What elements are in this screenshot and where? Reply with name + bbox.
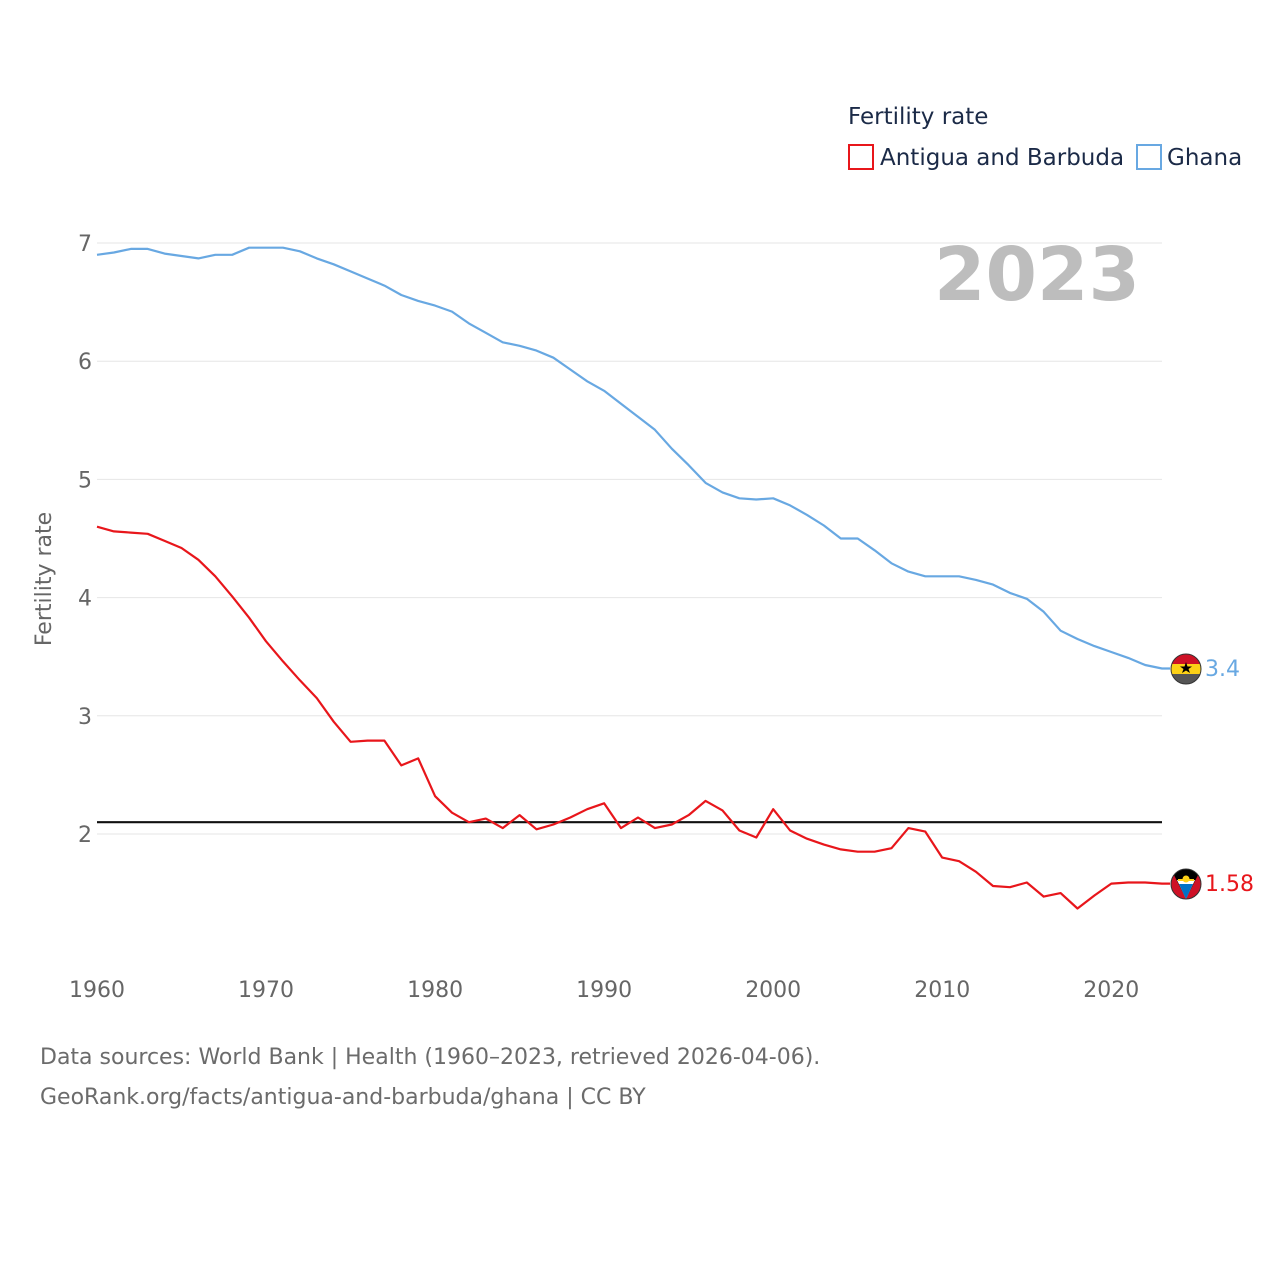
- ghana-flag-icon: [1171, 654, 1201, 684]
- x-tick-label: 1960: [69, 978, 125, 1003]
- legend-item-antigua-and-barbuda[interactable]: Antigua and Barbuda: [848, 144, 1124, 171]
- y-tick-label: 3: [78, 705, 92, 730]
- source-line-2[interactable]: GeoRank.org/facts/antigua-and-barbuda/gh…: [40, 1085, 646, 1110]
- antigua-and-barbuda-flag-icon: [1171, 869, 1201, 899]
- legend-label-antigua-and-barbuda: Antigua and Barbuda: [880, 145, 1124, 171]
- legend-title: Fertility rate: [848, 104, 988, 130]
- end-value-antigua-and-barbuda: 1.58: [1205, 872, 1254, 897]
- series-line-ghana[interactable]: [96, 246, 1170, 670]
- legend-item-ghana[interactable]: Ghana: [1136, 144, 1242, 171]
- x-tick-label: 1990: [576, 978, 632, 1003]
- y-tick-label: 6: [78, 350, 92, 375]
- x-tick-label: 2010: [914, 978, 970, 1003]
- x-tick-label: 2020: [1083, 978, 1139, 1003]
- legend-swatch-ghana: [1136, 144, 1162, 170]
- x-tick-label: 2000: [745, 978, 801, 1003]
- y-tick-label: 7: [78, 232, 92, 257]
- series-line-antigua-and-barbuda[interactable]: [96, 525, 1170, 910]
- year-watermark: 2023: [934, 232, 1140, 318]
- ghana-flag-border: [1170, 653, 1202, 685]
- x-tick-label: 1970: [238, 978, 294, 1003]
- grid: [97, 242, 1162, 835]
- y-axis-ticks: 2 3 4 5 6 7: [78, 232, 92, 848]
- x-tick-label: 1980: [407, 978, 463, 1003]
- y-tick-label: 5: [78, 468, 92, 493]
- end-value-ghana: 3.4: [1205, 657, 1240, 682]
- antigua-and-barbuda-flag-border: [1170, 868, 1202, 900]
- legend-swatch-antigua-and-barbuda: [848, 144, 874, 170]
- y-tick-label: 4: [78, 587, 92, 612]
- y-tick-label: 2: [78, 823, 92, 848]
- legend-label-ghana: Ghana: [1167, 145, 1242, 171]
- y-axis-title: Fertility rate: [32, 512, 57, 646]
- source-line-1: Data sources: World Bank | Health (1960–…: [40, 1045, 821, 1070]
- x-axis-ticks: 1960 1970 1980 1990 2000 2010 2020: [69, 978, 1139, 1003]
